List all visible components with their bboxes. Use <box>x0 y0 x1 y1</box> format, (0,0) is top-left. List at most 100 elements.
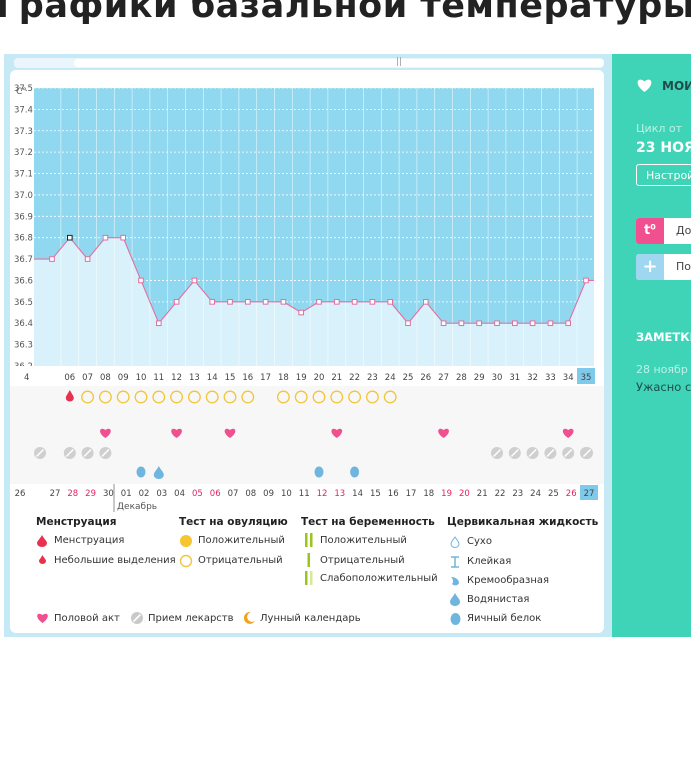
add-temperature-label: До <box>676 224 691 237</box>
date-label: 13 <box>334 489 345 499</box>
date-label: 28 <box>67 489 78 499</box>
day-label: 06 <box>64 373 75 383</box>
date-label: 29 <box>85 489 96 499</box>
day-label: 14 <box>207 373 218 383</box>
y-tick-label: 36.3 <box>14 341 33 351</box>
temperature-point <box>512 320 518 327</box>
legend-medication: Прием лекарств <box>148 613 234 624</box>
day-label: 4 <box>24 373 29 383</box>
date-label: 30 <box>103 489 114 499</box>
ovulation-negative-icon <box>116 390 130 404</box>
day-label: 20 <box>314 373 325 383</box>
temperature-point <box>565 320 572 327</box>
pill-stripe <box>546 448 555 458</box>
egg-white-icon <box>136 466 146 478</box>
date-label: 11 <box>299 489 310 499</box>
legend-pregnancy-title: Тест на беременность <box>301 516 435 528</box>
date-label: 18 <box>423 489 434 499</box>
settings-button[interactable]: Настрой <box>636 164 691 186</box>
intercourse-heart-icon <box>37 613 48 623</box>
note-date: 28 ноябр <box>636 363 688 376</box>
intercourse-heart-icon <box>100 428 111 438</box>
intercourse-heart-icon <box>562 428 574 438</box>
y-tick-label: 36.4 <box>14 319 33 329</box>
date-label: 16 <box>388 489 399 499</box>
date-label: 27 <box>584 489 595 499</box>
temperature-point <box>191 277 198 284</box>
ovulation-negative-icon <box>179 554 193 568</box>
temperature-point <box>458 320 465 327</box>
temperature-point <box>494 320 500 327</box>
day-label: 35 <box>581 373 592 383</box>
day-label: 15 <box>225 373 236 383</box>
date-label: 15 <box>370 489 381 499</box>
medication-pill-icon <box>131 612 143 624</box>
ovulation-negative-icon <box>312 390 326 404</box>
menstruation-drop-icon <box>65 390 74 402</box>
add-more-button[interactable]: + По <box>636 254 691 280</box>
day-label: 31 <box>509 373 520 383</box>
temperature-point <box>369 299 376 305</box>
date-label: 02 <box>139 489 150 499</box>
pregnancy-weak-icon <box>305 571 313 585</box>
legend-pregnancy-negative: Отрицательный <box>320 555 405 566</box>
temperature-point <box>120 234 127 241</box>
ovulation-negative-icon <box>241 390 255 404</box>
temperature-point <box>280 299 287 305</box>
chart-scrollbar[interactable]: || <box>14 57 604 68</box>
y-tick-label: 36.8 <box>14 234 33 244</box>
y-tick-label: 37.5 <box>14 84 33 94</box>
ovulation-negative-icon <box>294 390 308 404</box>
temperature-point <box>138 277 144 284</box>
add-temperature-button[interactable]: t⁰ До <box>636 218 691 244</box>
date-label: 26 <box>566 489 577 499</box>
temperature-area <box>34 237 594 366</box>
pill-stripe <box>564 448 573 458</box>
y-tick-label: 36.6 <box>14 276 33 286</box>
legend-ovulation-title: Тест на овуляцию <box>179 516 288 528</box>
pill-stripe <box>35 448 45 458</box>
temperature-point <box>387 299 393 305</box>
sticky-icon <box>451 556 459 568</box>
light-bleeding-drop-icon <box>39 555 46 564</box>
day-label: 23 <box>367 373 378 383</box>
date-label: 25 <box>548 489 559 499</box>
day-label: 12 <box>171 373 182 383</box>
temperature-point <box>334 299 340 305</box>
y-axis-label: C° <box>16 87 27 97</box>
legend-watery: Водянистая <box>467 594 530 605</box>
ovulation-negative-icon <box>134 390 148 404</box>
ovulation-negative-icon <box>170 390 184 404</box>
intercourse-heart-icon <box>224 428 236 438</box>
date-label: 08 <box>245 489 256 499</box>
date-label: 01 <box>121 489 132 499</box>
day-label: 10 <box>136 373 147 383</box>
pregnancy-negative-icon <box>307 553 310 567</box>
day-label: 34 <box>563 373 574 383</box>
plus-icon: + <box>636 254 664 280</box>
temperature-point <box>209 299 215 305</box>
temperature-point <box>102 234 109 241</box>
note-text: Ужасно сп <box>636 380 691 394</box>
temperature-point <box>547 320 554 327</box>
y-tick-label: 37.1 <box>14 170 33 180</box>
day-label: 08 <box>100 373 111 383</box>
pill-stripe <box>492 448 502 458</box>
y-tick-label: 36.5 <box>14 298 33 308</box>
pill-stripe <box>582 448 592 458</box>
y-tick-label: 37.2 <box>14 148 33 158</box>
date-label: 22 <box>495 489 506 499</box>
scrollbar-thumb[interactable]: || <box>74 57 604 67</box>
day-label: 21 <box>331 373 342 383</box>
temperature-point <box>316 299 322 305</box>
date-label: 07 <box>228 489 239 499</box>
date-label: 24 <box>530 489 541 499</box>
date-label: 17 <box>406 489 417 499</box>
legend-dry: Сухо <box>467 536 492 547</box>
watery-icon <box>153 466 164 479</box>
cycle-from-label: Цикл от <box>636 122 682 135</box>
day-label: 18 <box>278 373 289 383</box>
ovulation-negative-icon <box>98 390 112 404</box>
pill-stripe <box>510 448 519 458</box>
date-label: 10 <box>281 489 292 499</box>
